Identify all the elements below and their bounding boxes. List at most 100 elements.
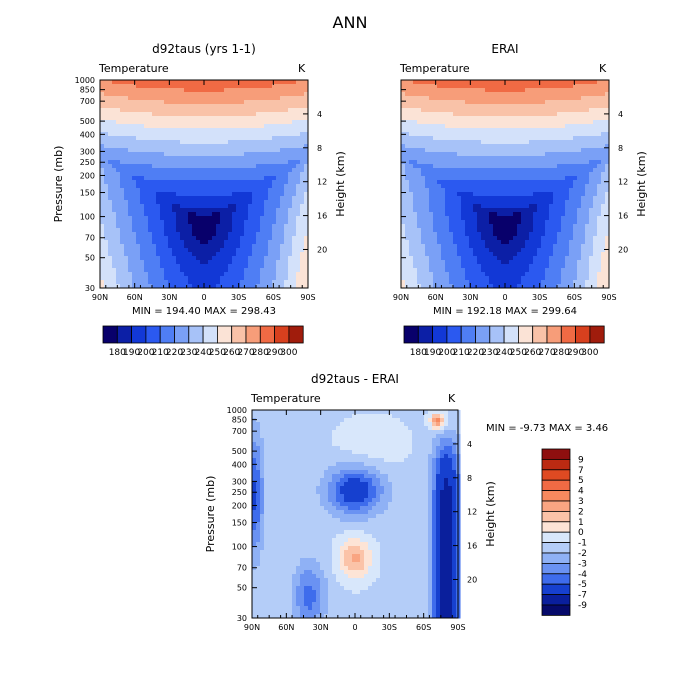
c2-title: ERAI bbox=[491, 42, 518, 56]
c3-x-tick-label: 30S bbox=[382, 623, 397, 632]
c3-colorbar-label: -4 bbox=[578, 570, 587, 580]
c3-colorbar-swatch bbox=[541, 479, 571, 492]
c3-y-tick-label: 400 bbox=[232, 460, 247, 469]
c3-ylabel: Pressure (mb) bbox=[204, 476, 217, 553]
c1-colorbar-swatch bbox=[159, 325, 175, 344]
c3-colorbar-swatch bbox=[541, 573, 571, 585]
c3-y-tick-label: 200 bbox=[232, 501, 247, 510]
c2-x-tick-label: 90N bbox=[393, 293, 409, 302]
c3-y-tick-label: 500 bbox=[232, 447, 247, 456]
c2-colorbar-swatch bbox=[446, 325, 462, 344]
c1-y-tick-label: 500 bbox=[80, 117, 95, 126]
c3-y-tick-label: 150 bbox=[232, 519, 247, 528]
c1-field-label: Temperature bbox=[98, 62, 169, 75]
c2-height-tick-label: 12 bbox=[618, 178, 628, 187]
c2-colorbar-label: 270 bbox=[538, 348, 555, 358]
c3-units: K bbox=[448, 392, 456, 405]
c1-height-tick-label: 16 bbox=[317, 212, 327, 221]
c1-y-tick-label: 700 bbox=[80, 97, 95, 106]
c3-ylabel-right: Height (km) bbox=[484, 481, 497, 547]
c2-colorbar-label: 250 bbox=[510, 348, 527, 358]
c3-y-tick-label: 70 bbox=[237, 564, 247, 573]
c3-x-tick-label: 60S bbox=[416, 623, 431, 632]
c3-colorbar-label: 2 bbox=[578, 507, 584, 517]
c2-colorbar-label: 240 bbox=[496, 348, 513, 358]
c3-colorbar-swatch bbox=[541, 510, 571, 523]
c1-ylabel: Pressure (mb) bbox=[52, 146, 65, 223]
c1-y-tick-label: 200 bbox=[80, 171, 95, 180]
c3-colorbar-swatch bbox=[541, 469, 571, 481]
c1-height-tick-label: 4 bbox=[317, 110, 322, 119]
c1-y-tick-label: 30 bbox=[85, 284, 95, 293]
c2-colorbar-swatch bbox=[589, 325, 605, 344]
c3-x-tick-label: 30N bbox=[313, 623, 329, 632]
c3-colorbar-swatch bbox=[541, 594, 571, 606]
c3-colorbar-label: -9 bbox=[578, 601, 587, 611]
c2-colorbar-swatch bbox=[460, 325, 476, 344]
c1-colorbar-swatch bbox=[259, 325, 275, 344]
c1-y-tick-label: 100 bbox=[80, 213, 95, 222]
c2-colorbar-swatch bbox=[403, 325, 419, 344]
c2-height-tick-label: 20 bbox=[618, 245, 628, 254]
c1-colorbar-label: 180 bbox=[109, 348, 126, 358]
c1-ylabel-right: Height (km) bbox=[334, 151, 347, 217]
c3-y-tick-label: 250 bbox=[232, 488, 247, 497]
c2-stats: MIN = 192.18 MAX = 299.64 bbox=[433, 306, 577, 317]
c3-height-tick-label: 12 bbox=[467, 508, 477, 517]
c2-colorbar bbox=[403, 325, 605, 344]
c2-colorbar-label: 180 bbox=[410, 348, 427, 358]
c3-y-tick-label: 1000 bbox=[227, 406, 247, 415]
c1-y-tick-label: 250 bbox=[80, 158, 95, 167]
c1-y-tick-label: 150 bbox=[80, 189, 95, 198]
c2-colorbar-swatch bbox=[518, 325, 534, 344]
c3-colorbar-label: 0 bbox=[578, 528, 584, 538]
c1-x-tick-label: 30N bbox=[161, 293, 177, 302]
c1-colorbar-label: 200 bbox=[137, 348, 154, 358]
c2-colorbar-swatch bbox=[560, 325, 576, 344]
c2-colorbar-swatch bbox=[432, 325, 448, 344]
c1-colorbar-swatch bbox=[216, 325, 233, 344]
c3-x-tick-label: 0 bbox=[352, 623, 357, 632]
c2-colorbar-swatch bbox=[546, 325, 562, 344]
c2-colorbar-swatch bbox=[489, 325, 505, 344]
c2-x-tick-label: 30S bbox=[532, 293, 547, 302]
c1-colorbar-label: 230 bbox=[180, 348, 197, 358]
c3-y-tick-label: 50 bbox=[237, 584, 247, 593]
c1-colorbar-label: 300 bbox=[280, 348, 297, 358]
c1-x-tick-label: 60N bbox=[127, 293, 143, 302]
c1-colorbar-label: 190 bbox=[123, 348, 140, 358]
c1-colorbar-swatch bbox=[116, 325, 133, 344]
c3-y-tick-label: 700 bbox=[232, 427, 247, 436]
c3-colorbar-label: 7 bbox=[578, 466, 584, 476]
c1-colorbar-label: 220 bbox=[166, 348, 183, 358]
c1-colorbar-swatch bbox=[145, 325, 161, 344]
c2-height-tick-label: 8 bbox=[618, 144, 623, 153]
c3-colorbar-label: -5 bbox=[578, 580, 587, 590]
c2-colorbar-label: 300 bbox=[581, 348, 598, 358]
c2-x-tick-label: 60S bbox=[567, 293, 582, 302]
c2-colorbar-swatch bbox=[417, 325, 433, 344]
c3-y-tick-label: 100 bbox=[232, 543, 247, 552]
c1-y-tick-label: 850 bbox=[80, 86, 95, 95]
c1-y-tick-label: 1000 bbox=[75, 76, 95, 85]
c1-colorbar-swatch bbox=[274, 325, 290, 344]
c3-y-tick-label: 30 bbox=[237, 614, 247, 623]
c2-units: K bbox=[599, 62, 607, 75]
c2-ylabel-right: Height (km) bbox=[635, 151, 648, 217]
c1-colorbar-swatch bbox=[288, 325, 304, 344]
c1-colorbar-label: 260 bbox=[223, 348, 240, 358]
c1-colorbar bbox=[102, 325, 304, 344]
figure-title: ANN bbox=[333, 13, 368, 32]
c1-x-tick-label: 90S bbox=[300, 293, 315, 302]
c2-colorbar-swatch bbox=[575, 325, 591, 344]
c3-height-tick-label: 4 bbox=[467, 440, 472, 449]
c1-colorbar-label: 270 bbox=[237, 348, 254, 358]
c1-colorbar-label: 290 bbox=[266, 348, 283, 358]
c3-x-tick-label: 60N bbox=[278, 623, 294, 632]
c3-colorbar-swatch bbox=[541, 604, 571, 616]
c1-x-tick-label: 90N bbox=[92, 293, 108, 302]
c3-x-tick-label: 90S bbox=[450, 623, 465, 632]
c3-colorbar-swatch bbox=[541, 521, 571, 533]
c3-colorbar-label: 1 bbox=[578, 518, 584, 528]
c1-colorbar-swatch bbox=[188, 325, 204, 344]
